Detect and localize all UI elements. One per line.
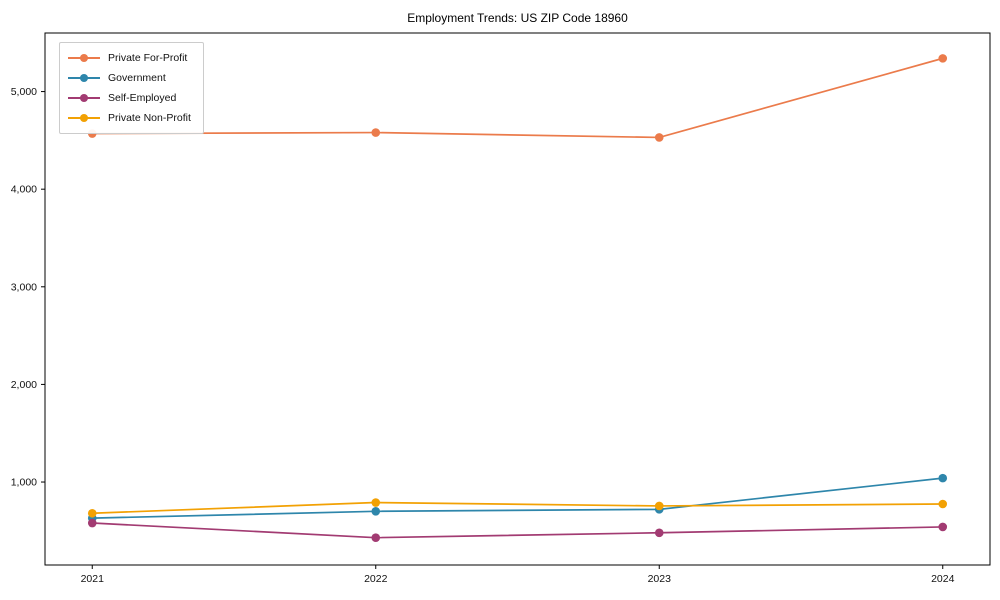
x-tick-label: 2021	[81, 573, 105, 585]
chart-title: Employment Trends: US ZIP Code 18960	[407, 11, 628, 25]
data-point-marker	[87, 508, 97, 518]
data-point-marker	[938, 522, 948, 532]
data-point-marker	[654, 528, 664, 538]
y-tick-label: 5,000	[11, 86, 37, 98]
legend-label: Private For-Profit	[108, 52, 188, 64]
data-point-marker	[938, 473, 948, 483]
legend-item: Self-Employed	[68, 89, 191, 107]
legend-item: Government	[68, 69, 191, 87]
series-line	[92, 57, 943, 139]
data-point-marker	[87, 518, 97, 528]
legend-line-marker-icon	[68, 53, 100, 63]
legend-label: Self-Employed	[108, 92, 177, 104]
data-point-marker	[371, 498, 381, 507]
plot-frame	[44, 32, 991, 566]
data-point-marker	[938, 54, 948, 63]
x-tick-label: 2023	[648, 573, 672, 585]
legend-item: Private For-Profit	[68, 49, 191, 67]
data-point-marker	[371, 533, 381, 542]
x-tick-label: 2024	[931, 573, 955, 585]
legend-item: Private Non-Profit	[68, 109, 191, 127]
series-line	[92, 501, 943, 515]
data-point-marker	[654, 133, 664, 142]
x-tick-label: 2022	[364, 573, 388, 585]
data-point-marker	[371, 128, 381, 137]
y-tick-label: 4,000	[11, 184, 37, 196]
y-tick-label: 3,000	[11, 281, 37, 293]
y-tick-label: 2,000	[11, 379, 37, 391]
legend-line-marker-icon	[68, 93, 100, 103]
legend-label: Government	[108, 72, 166, 84]
data-point-marker	[938, 499, 948, 509]
legend-line-marker-icon	[68, 73, 100, 83]
legend-label: Private Non-Profit	[108, 112, 191, 124]
data-point-marker	[371, 507, 381, 516]
data-point-marker	[654, 501, 664, 511]
legend: Private For-Profit Government Self-Employe…	[59, 42, 204, 134]
series-line	[92, 477, 943, 519]
y-tick-label: 1,000	[11, 477, 37, 489]
legend-line-marker-icon	[68, 113, 100, 123]
series-line	[92, 522, 943, 539]
